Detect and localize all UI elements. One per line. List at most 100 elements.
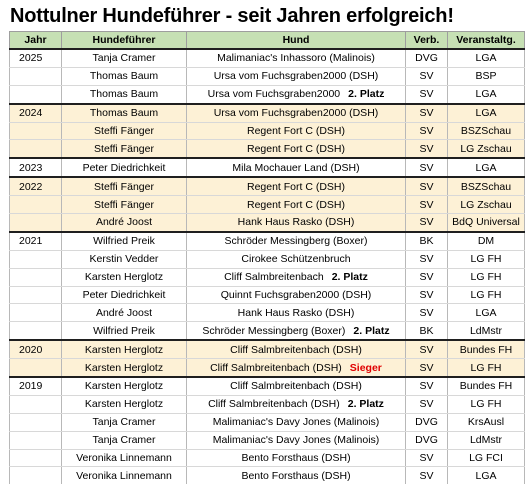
dog-cell: Cliff Salmbreitenbach (DSH) 2. Platz [186, 395, 406, 414]
year-cell [9, 195, 62, 215]
dog-cell: Regent Fort C (DSH) [186, 195, 406, 215]
association-cell: SV [405, 286, 448, 305]
year-cell: 2021 [9, 230, 62, 251]
dog-cell: Cliff Salmbreitenbach (DSH) [186, 376, 406, 396]
event-cell: LG Zschau [447, 139, 525, 159]
dog-name: Cliff Salmbreitenbach (DSH) [208, 398, 340, 411]
dog-name: Cliff Salmbreitenbach (DSH) [230, 380, 362, 393]
handler-cell: Karsten Herglotz [61, 339, 187, 360]
event-cell: LG FH [447, 250, 525, 269]
handler-cell: Tanja Cramer [61, 413, 187, 432]
event-cell: LG FH [447, 395, 525, 414]
dog-cell: Bento Forsthaus (DSH) [186, 449, 406, 468]
table-row: Thomas Baum Ursa vom Fuchsgraben2000 2. Pl… [9, 85, 525, 105]
association-cell: SV [405, 213, 448, 233]
year-cell [9, 358, 62, 378]
dog-cell: Ursa vom Fuchsgraben2000 (DSH) [186, 67, 406, 86]
year-cell [9, 395, 62, 414]
dog-cell: Regent Fort C (DSH) [186, 122, 406, 141]
dog-cell: Bento Forsthaus (DSH) [186, 466, 406, 484]
handler-cell: Karsten Herglotz [61, 395, 187, 414]
year-cell [9, 213, 62, 233]
table-row: 2022 Steffi Fänger Regent Fort C (DSH) SV BS… [9, 176, 525, 197]
association-cell: SV [405, 122, 448, 141]
year-cell [9, 303, 62, 323]
dog-name: Malimaniac's Inhassoro (Malinois) [217, 52, 375, 65]
table-row: André Joost Hank Haus Rasko (DSH) SV LGA [9, 303, 525, 323]
association-cell: DVG [405, 431, 448, 450]
year-cell [9, 466, 62, 484]
association-cell: BK [405, 321, 448, 341]
handler-cell: Karsten Herglotz [61, 268, 187, 287]
dog-name: Mila Mochauer Land (DSH) [232, 161, 360, 174]
year-cell: 2025 [9, 47, 62, 68]
handler-cell: Tanja Cramer [61, 431, 187, 450]
placement-label: 2. Platz [348, 88, 385, 101]
year-cell [9, 321, 62, 341]
handler-cell: Peter Diedrichkeit [61, 286, 187, 305]
event-cell: Bundes FH [447, 339, 525, 360]
association-cell: SV [405, 250, 448, 269]
dog-cell: Malimaniac's Davy Jones (Malinois) [186, 413, 406, 432]
year-cell [9, 122, 62, 141]
dog-cell: Mila Mochauer Land (DSH) [186, 157, 406, 178]
association-cell: SV [405, 67, 448, 86]
event-cell: BSZSchau [447, 176, 525, 197]
dog-name: Ursa vom Fuchsgraben2000 (DSH) [213, 107, 379, 120]
column-header-dog: Hund [186, 31, 406, 50]
dog-cell: Cliff Salmbreitenbach (DSH) [186, 339, 406, 360]
table-row: Karsten Herglotz Cliff Salmbreitenbach (D… [9, 395, 525, 414]
event-cell: LG FH [447, 268, 525, 287]
dog-cell: Schröder Messingberg (Boxer) [186, 230, 406, 251]
association-cell: SV [405, 102, 448, 123]
handler-cell: Steffi Fänger [61, 139, 187, 159]
table-row: Tanja Cramer Malimaniac's Davy Jones (Mal… [9, 431, 525, 450]
association-cell: SV [405, 449, 448, 468]
handler-cell: Thomas Baum [61, 85, 187, 105]
dog-name: Malimaniac's Davy Jones (Malinois) [212, 416, 380, 429]
dog-name: Malimaniac's Davy Jones (Malinois) [212, 434, 380, 447]
dog-name: Regent Fort C (DSH) [246, 198, 346, 211]
handler-cell: Steffi Fänger [61, 122, 187, 141]
table-row: Steffi Fänger Regent Fort C (DSH) SV BSZSch… [9, 122, 525, 141]
handler-cell: Karsten Herglotz [61, 358, 187, 378]
association-cell: SV [405, 139, 448, 159]
year-cell: 2019 [9, 376, 62, 396]
placement-label: Sieger [349, 361, 382, 374]
dog-cell: Ursa vom Fuchsgraben2000 2. Platz [186, 85, 406, 105]
event-cell: DM [447, 230, 525, 251]
event-cell: LG FH [447, 286, 525, 305]
column-header-association: Verb. [405, 31, 448, 50]
dog-name: Bento Forsthaus (DSH) [241, 469, 351, 482]
table-row: Karsten Herglotz Cliff Salmbreitenbach (D… [9, 358, 525, 378]
dog-name: Schröder Messingberg (Boxer) [224, 235, 368, 248]
dog-name: Hank Haus Rasko (DSH) [237, 216, 355, 229]
table-body: 2025 Tanja Cramer Malimaniac's Inhassoro (… [9, 47, 525, 484]
dog-name: Bento Forsthaus (DSH) [241, 452, 351, 465]
handler-cell: Veronika Linnemann [61, 466, 187, 484]
event-cell: LGA [447, 85, 525, 105]
handler-cell: Thomas Baum [61, 102, 187, 123]
event-cell: LdMstr [447, 431, 525, 450]
table-row: 2024 Thomas Baum Ursa vom Fuchsgraben2000 … [9, 102, 525, 123]
table-row: Tanja Cramer Malimaniac's Davy Jones (Mal… [9, 413, 525, 432]
year-cell [9, 286, 62, 305]
table-row: 2019 Karsten Herglotz Cliff Salmbreitenbac… [9, 376, 525, 396]
column-header-handler: Hundeführer [61, 31, 187, 50]
event-cell: LGA [447, 102, 525, 123]
dog-name: Regent Fort C (DSH) [246, 180, 346, 193]
event-cell: Bundes FH [447, 376, 525, 396]
dog-cell: Schröder Messingberg (Boxer) 2. Platz [186, 321, 406, 341]
year-cell [9, 250, 62, 269]
handler-cell: Thomas Baum [61, 67, 187, 86]
association-cell: SV [405, 395, 448, 414]
dog-cell: Cliff Salmbreitenbach 2. Platz [186, 268, 406, 287]
dog-cell: Hank Haus Rasko (DSH) [186, 213, 406, 233]
table-row: Peter Diedrichkeit Quinnt Fuchsgraben2000… [9, 286, 525, 305]
dog-name: Cliff Salmbreitenbach (DSH) [210, 361, 342, 374]
dog-name: Regent Fort C (DSH) [246, 142, 346, 155]
table-row: Steffi Fänger Regent Fort C (DSH) SV LG Zsc… [9, 139, 525, 159]
placement-label: 2. Platz [331, 271, 368, 284]
dog-cell: Regent Fort C (DSH) [186, 139, 406, 159]
year-cell [9, 85, 62, 105]
